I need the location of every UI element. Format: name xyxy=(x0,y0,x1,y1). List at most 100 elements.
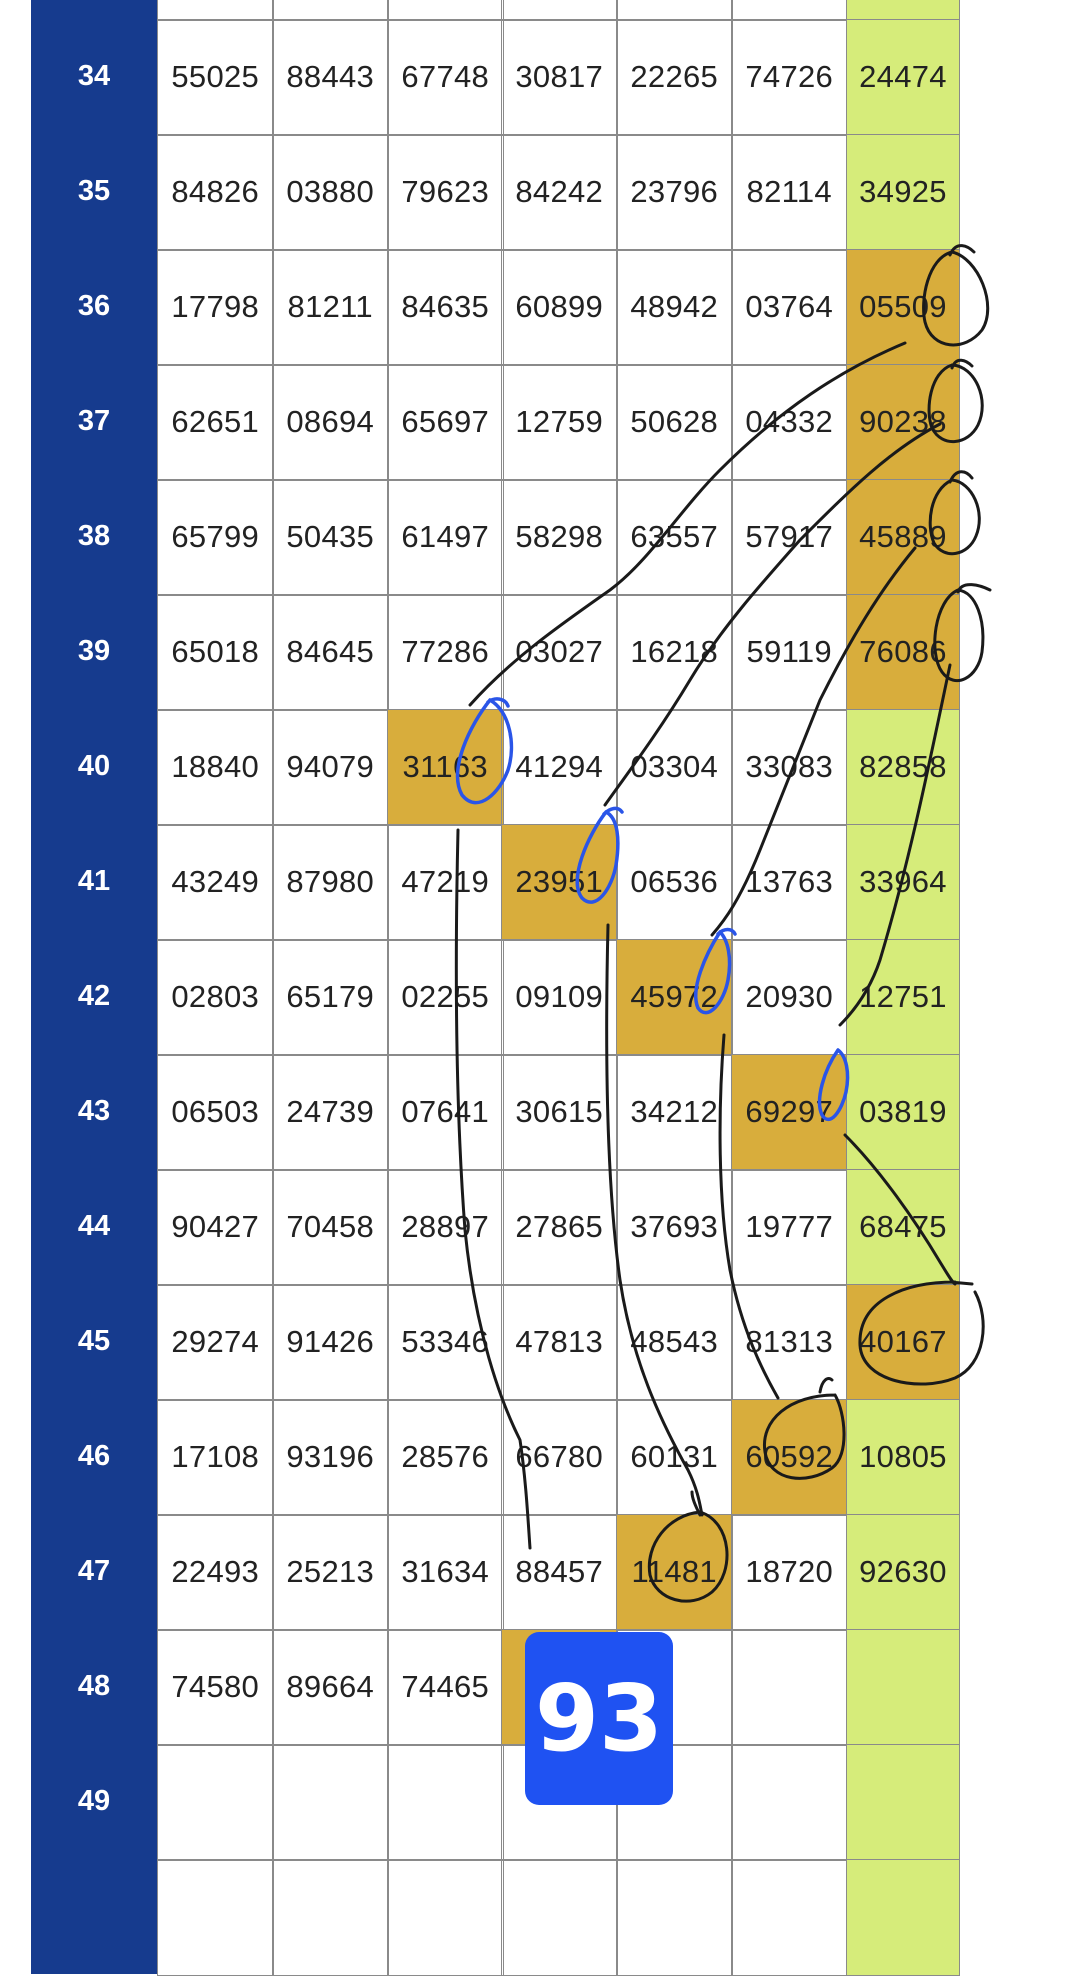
table-cell: 81211 xyxy=(272,249,389,366)
row-number: 34 xyxy=(31,19,157,134)
row-number: 43 xyxy=(31,1054,157,1169)
table-cell: 03027 xyxy=(501,594,618,711)
table-cell: 88443 xyxy=(272,19,389,136)
table-cell: 17798 xyxy=(157,249,274,366)
table-cell: 63557 xyxy=(616,479,733,596)
table-cell: 61497 xyxy=(387,479,504,596)
table-cell: 11481 xyxy=(616,1514,733,1631)
table-cell: 74580 xyxy=(157,1629,274,1746)
table-cell: 88457 xyxy=(501,1514,618,1631)
row-number: 48 xyxy=(31,1629,157,1744)
result-cell: 34925 xyxy=(846,134,960,251)
table-cell: 30615 xyxy=(501,1054,618,1171)
table-cell xyxy=(157,1859,274,1976)
table-cell: 04332 xyxy=(731,364,848,481)
table-cell: 74726 xyxy=(731,19,848,136)
badge-label: 93 xyxy=(534,1665,664,1772)
result-cell xyxy=(846,1629,960,1746)
table-cell: 58298 xyxy=(501,479,618,596)
result-cell: 90238 xyxy=(846,364,960,481)
table-cell: 34212 xyxy=(616,1054,733,1171)
table-cell: 06536 xyxy=(616,824,733,941)
table-cell xyxy=(616,1859,733,1976)
result-cell: 82858 xyxy=(846,709,960,826)
row-number: 40 xyxy=(31,709,157,824)
table-cell: 65179 xyxy=(272,939,389,1056)
table-cell: 03880 xyxy=(272,134,389,251)
table-cell: 93196 xyxy=(272,1399,389,1516)
table-cell xyxy=(616,0,733,21)
row-number: 44 xyxy=(31,1169,157,1284)
table-cell: 37693 xyxy=(616,1169,733,1286)
table-cell: 22493 xyxy=(157,1514,274,1631)
row-number: 47 xyxy=(31,1514,157,1629)
table-cell: 33083 xyxy=(731,709,848,826)
table-cell xyxy=(272,1744,389,1861)
table-cell: 19777 xyxy=(731,1169,848,1286)
table-cell xyxy=(387,0,504,21)
table-cell: 84645 xyxy=(272,594,389,711)
table-cell xyxy=(846,0,960,21)
row-number: 35 xyxy=(31,134,157,249)
table-cell: 45972 xyxy=(616,939,733,1056)
table-cell: 50628 xyxy=(616,364,733,481)
row-number: 45 xyxy=(31,1284,157,1399)
table-cell: 65018 xyxy=(157,594,274,711)
table-cell: 06503 xyxy=(157,1054,274,1171)
table-cell: 74465 xyxy=(387,1629,504,1746)
table-cell: 94079 xyxy=(272,709,389,826)
table-cell xyxy=(272,0,389,21)
result-cell: 68475 xyxy=(846,1169,960,1286)
table-cell: 57917 xyxy=(731,479,848,596)
table-cell: 90427 xyxy=(157,1169,274,1286)
result-cell: 92630 xyxy=(846,1514,960,1631)
table-cell: 65799 xyxy=(157,479,274,596)
table-cell: 09109 xyxy=(501,939,618,1056)
row-number: 36 xyxy=(31,249,157,364)
table-cell: 12759 xyxy=(501,364,618,481)
table-cell: 25213 xyxy=(272,1514,389,1631)
table-cell: 81313 xyxy=(731,1284,848,1401)
table-cell: 27865 xyxy=(501,1169,618,1286)
table-cell xyxy=(731,1859,848,1976)
table-cell: 03764 xyxy=(731,249,848,366)
number-chart-table: 34 55025 88443 67748 30817 22265 74726 24474 35 8… xyxy=(31,0,960,1976)
table-cell xyxy=(846,1859,960,1976)
table-cell: 70458 xyxy=(272,1169,389,1286)
table-cell: 20930 xyxy=(731,939,848,1056)
table-cell: 31163 xyxy=(387,709,504,826)
table-cell: 65697 xyxy=(387,364,504,481)
page-number-badge[interactable]: 93 xyxy=(525,1632,673,1805)
table-cell xyxy=(157,0,274,21)
row-number-partial xyxy=(31,0,157,19)
table-cell: 60131 xyxy=(616,1399,733,1516)
table-cell xyxy=(731,0,848,21)
table-cell: 59119 xyxy=(731,594,848,711)
row-number: 46 xyxy=(31,1399,157,1514)
table-cell: 47219 xyxy=(387,824,504,941)
result-cell xyxy=(846,1744,960,1861)
row-number: 42 xyxy=(31,939,157,1054)
table-cell: 43249 xyxy=(157,824,274,941)
row-number: 38 xyxy=(31,479,157,594)
table-cell: 77286 xyxy=(387,594,504,711)
table-cell xyxy=(157,1744,274,1861)
result-cell: 45889 xyxy=(846,479,960,596)
row-number: 41 xyxy=(31,824,157,939)
table-cell xyxy=(387,1859,504,1976)
result-cell: 76086 xyxy=(846,594,960,711)
table-cell: 84242 xyxy=(501,134,618,251)
table-cell: 18720 xyxy=(731,1514,848,1631)
table-cell: 82114 xyxy=(731,134,848,251)
row-number-partial xyxy=(31,1859,157,1974)
table-cell xyxy=(501,1859,618,1976)
table-cell: 67748 xyxy=(387,19,504,136)
row-number: 49 xyxy=(31,1744,157,1859)
table-cell: 16218 xyxy=(616,594,733,711)
table-cell: 79623 xyxy=(387,134,504,251)
table-cell: 47813 xyxy=(501,1284,618,1401)
result-cell: 33964 xyxy=(846,824,960,941)
table-cell: 50435 xyxy=(272,479,389,596)
table-cell: 28897 xyxy=(387,1169,504,1286)
result-cell: 24474 xyxy=(846,19,960,136)
